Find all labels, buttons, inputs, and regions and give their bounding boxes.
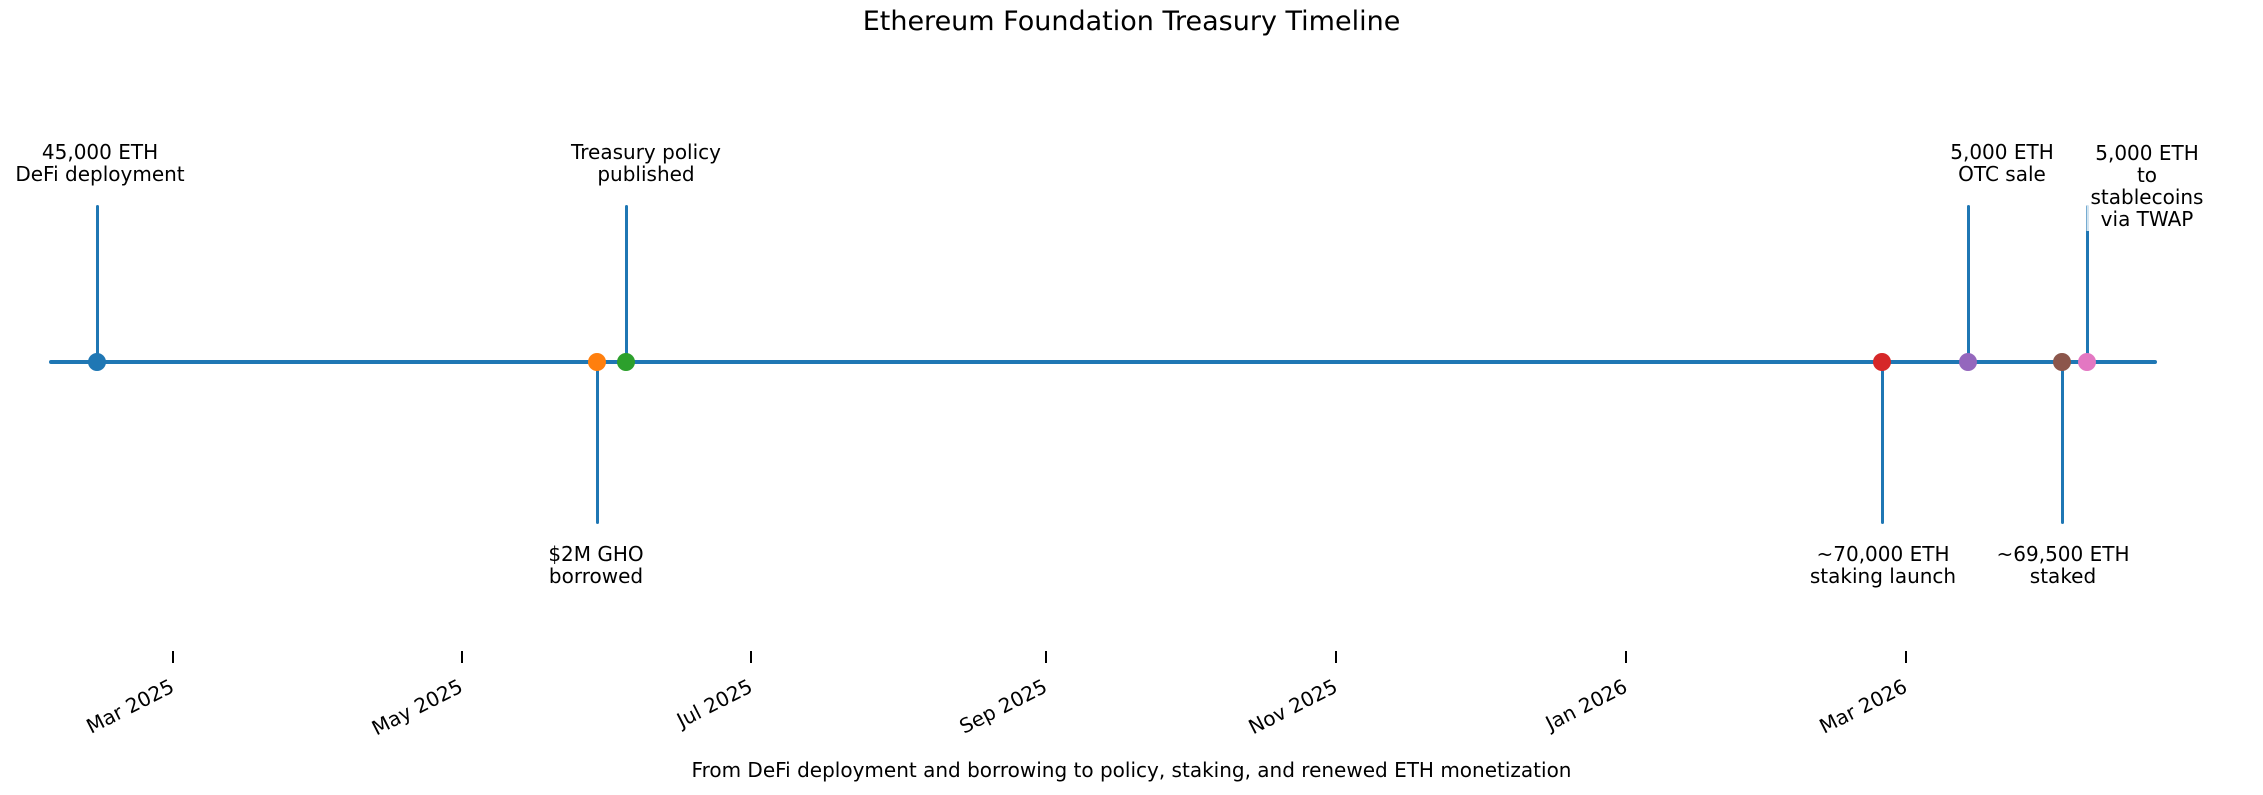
axis-tick-label: Jan 2026 [1541,674,1631,736]
axis-tick-mark [1625,651,1627,663]
event-stem [95,205,99,362]
chart-caption: From DeFi deployment and borrowing to po… [691,758,1572,782]
axis-tick-label: Mar 2025 [82,674,178,739]
event-stem [2085,205,2089,362]
event-marker-dot [1959,353,1977,371]
event-marker-dot [588,353,606,371]
axis-tick-label: May 2025 [368,674,467,741]
event-label: $2M GHO borrowed [548,542,644,588]
event-stem [2060,362,2064,524]
chart-title: Ethereum Foundation Treasury Timeline [862,6,1401,37]
axis-tick-label: Sep 2025 [955,674,1051,739]
axis-tick-label: Mar 2026 [1815,674,1911,739]
axis-tick-mark [1905,651,1907,663]
event-stem [595,362,599,524]
event-label: ~69,500 ETH staked [1996,542,2130,588]
event-label: 5,000 ETH to stablecoins via TWAP [2086,141,2208,231]
event-stem [1966,205,1970,362]
event-marker-dot [88,353,106,371]
event-label: ~70,000 ETH staking launch [1809,542,1957,588]
event-label: 45,000 ETH DeFi deployment [15,140,185,186]
event-marker-dot [2078,353,2096,371]
event-stem [624,205,628,362]
event-label: Treasury policy published [570,140,722,186]
event-marker-dot [617,353,635,371]
axis-tick-mark [461,651,463,663]
axis-tick-mark [1045,651,1047,663]
axis-tick-label: Jul 2025 [672,674,756,733]
event-label: 5,000 ETH OTC sale [1950,140,2054,186]
event-marker-dot [2053,353,2071,371]
timeline-axis-line [49,360,2157,364]
axis-tick-mark [172,651,174,663]
axis-tick-mark [1335,651,1337,663]
axis-tick-label: Nov 2025 [1244,674,1341,740]
event-marker-dot [1873,353,1891,371]
axis-tick-mark [750,651,752,663]
event-stem [1880,362,1884,524]
